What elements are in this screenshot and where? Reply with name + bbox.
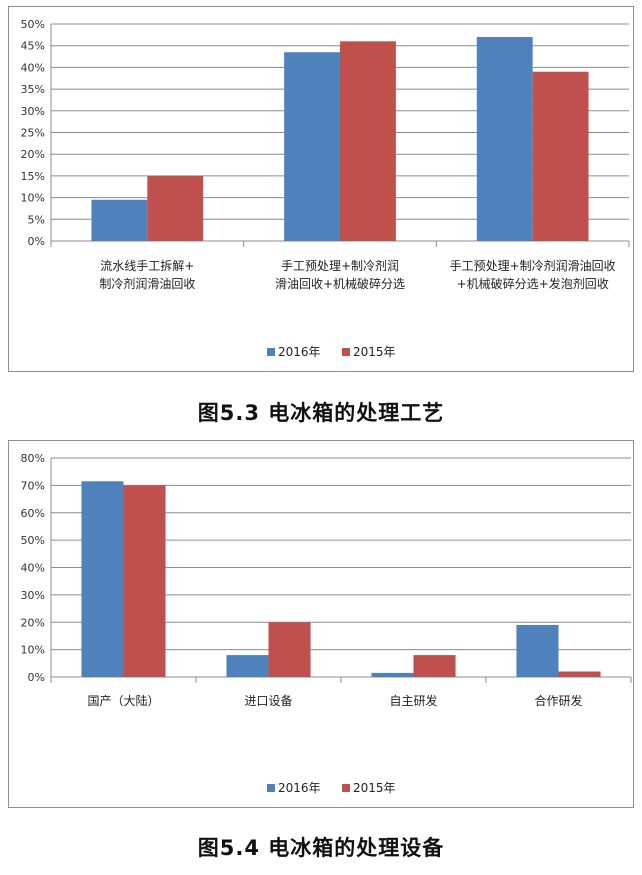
y-tick-label: 5% bbox=[28, 213, 45, 226]
y-tick-label: 70% bbox=[21, 479, 45, 492]
y-tick-label: 50% bbox=[21, 18, 45, 31]
x-category-label: 流水线手工拆解+ bbox=[100, 258, 194, 273]
legend-label: 2015年 bbox=[353, 781, 396, 795]
y-tick-label: 10% bbox=[21, 192, 45, 205]
legend-label: 2016年 bbox=[278, 781, 321, 795]
y-tick-label: 15% bbox=[21, 170, 45, 183]
bar-series-2 bbox=[340, 41, 396, 241]
bar-series-1 bbox=[371, 672, 414, 677]
y-tick-label: 45% bbox=[21, 40, 45, 53]
y-tick-label: 40% bbox=[21, 61, 45, 74]
y-tick-label: 30% bbox=[21, 589, 45, 602]
bar-series-1 bbox=[284, 52, 340, 242]
bar-series-2 bbox=[532, 71, 589, 242]
x-category-label: 国产（大陆） bbox=[87, 693, 159, 708]
chart-2-svg: 0% 10% 20% 30% 40% 50% 60% 70% 80% 国产（大陆） 进口设备 自主研发… bbox=[21, 452, 632, 795]
legend-label: 2016年 bbox=[278, 345, 321, 359]
x-category-label: 合作研发 bbox=[534, 693, 582, 708]
bar-series-2 bbox=[558, 671, 601, 677]
y-tick-label: 30% bbox=[21, 105, 45, 118]
x-category-label: 制冷剂润滑油回收 bbox=[99, 276, 195, 291]
legend-swatch bbox=[267, 784, 275, 792]
chart-1-frame: 0% 5% 10% 15% 20% 25% 30% 35% 40% 45% 50% 流水线手工拆解+ 制… bbox=[8, 6, 634, 372]
y-tick-label: 25% bbox=[21, 127, 45, 140]
bar-series-2 bbox=[147, 175, 204, 241]
y-tick-label: 0% bbox=[28, 235, 45, 248]
y-tick-label: 10% bbox=[21, 644, 45, 657]
bar-series-1 bbox=[516, 624, 559, 677]
chart-1-caption: 图5.3 电冰箱的处理工艺 bbox=[197, 401, 445, 425]
bar-series-2 bbox=[413, 655, 456, 677]
y-tick-label: 20% bbox=[21, 616, 45, 629]
bar-series-2 bbox=[268, 622, 311, 677]
bar-series-2 bbox=[123, 485, 166, 677]
legend-swatch bbox=[267, 348, 275, 356]
x-category-label: 手工预处理+制冷剂润 bbox=[281, 258, 399, 273]
y-tick-label: 50% bbox=[21, 534, 45, 547]
bar-series-1 bbox=[226, 655, 269, 677]
legend-swatch bbox=[342, 348, 350, 356]
x-category-label: 滑油回收+机械破碎分选 bbox=[275, 276, 405, 291]
chart-1-svg: 0% 5% 10% 15% 20% 25% 30% 35% 40% 45% 50% 流水线手工拆解+ 制… bbox=[21, 18, 630, 359]
y-tick-label: 20% bbox=[21, 148, 45, 161]
x-category-label: 手工预处理+制冷剂润滑油回收 bbox=[450, 258, 616, 273]
bar-series-1 bbox=[476, 37, 533, 241]
y-tick-label: 35% bbox=[21, 83, 45, 96]
bar-series-1 bbox=[91, 199, 148, 241]
y-tick-label: 60% bbox=[21, 507, 45, 520]
chart-2-frame: 0% 10% 20% 30% 40% 50% 60% 70% 80% 国产（大陆） 进口设备 自主研发… bbox=[8, 440, 634, 808]
x-category-label: 进口设备 bbox=[244, 694, 292, 708]
legend-label: 2015年 bbox=[353, 345, 396, 359]
y-tick-label: 0% bbox=[28, 671, 45, 684]
bar-series-1 bbox=[81, 481, 124, 677]
y-tick-label: 40% bbox=[21, 562, 45, 575]
x-category-label: +机械破碎分选+发泡剂回收 bbox=[457, 276, 609, 291]
x-category-label: 自主研发 bbox=[389, 693, 437, 708]
legend-swatch bbox=[342, 784, 350, 792]
y-tick-label: 80% bbox=[21, 452, 45, 465]
chart-2-caption: 图5.4 电冰箱的处理设备 bbox=[197, 836, 445, 860]
